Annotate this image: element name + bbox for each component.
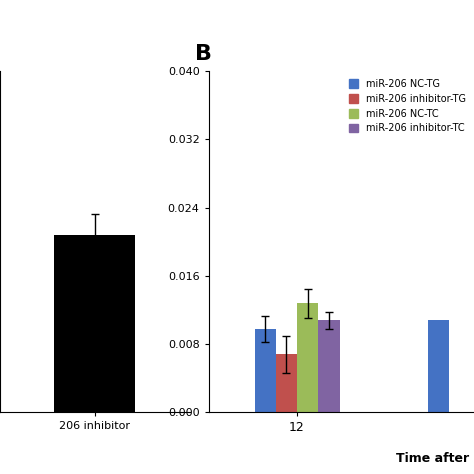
Bar	[297, 303, 318, 412]
Text: B: B	[195, 44, 212, 64]
Text: Time after: Time after	[396, 452, 469, 465]
Bar	[54, 235, 136, 412]
Bar	[276, 355, 297, 412]
Bar	[255, 329, 276, 412]
Bar	[318, 320, 339, 412]
Bar	[428, 320, 449, 412]
Legend: miR-206 NC-TG, miR-206 inhibitor-TG, miR-206 NC-TC, miR-206 inhibitor-TC: miR-206 NC-TG, miR-206 inhibitor-TG, miR…	[346, 76, 469, 137]
